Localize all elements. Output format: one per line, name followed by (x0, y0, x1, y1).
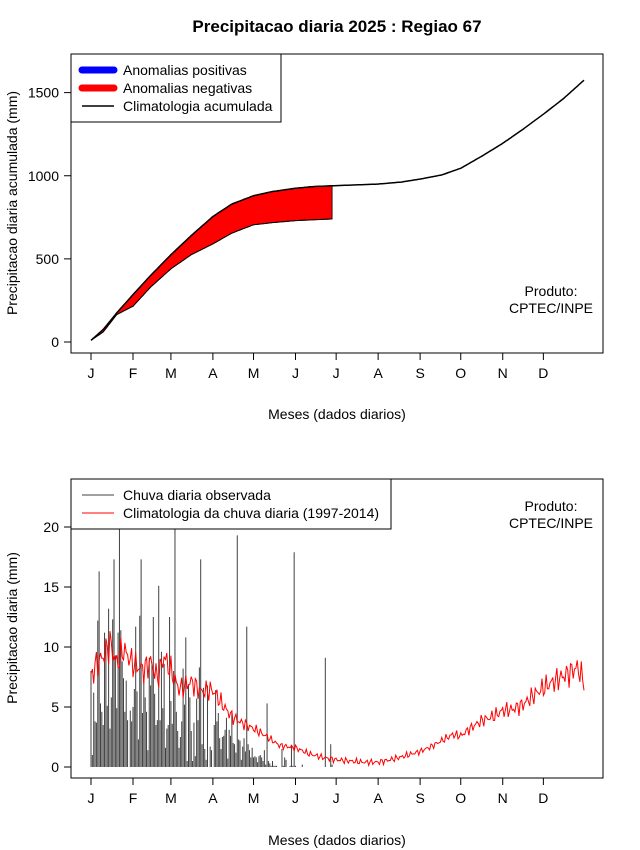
x-tick-label: F (129, 365, 138, 381)
x-tick-label: J (88, 790, 95, 806)
y-tick-label: 1500 (28, 85, 59, 101)
accumulated-precipitation-chart: J F M A M J J A S O N D 0 500 1000 1500 Meses (dados d… (4, 53, 604, 422)
daily-plot-area (90, 529, 585, 768)
legend-positive-anomaly-label: Anomalias positivas (123, 62, 247, 78)
climatology-daily-line (90, 631, 585, 768)
x-tick-label: D (538, 365, 548, 381)
x-tick-label: N (498, 790, 508, 806)
product-label: Produto: (525, 498, 578, 514)
product-source: CPTEC/INPE (509, 300, 593, 316)
y-tick-label: 15 (43, 579, 59, 595)
daily-y-axis: 0 5 10 15 20 (43, 519, 71, 775)
x-tick-label: J (333, 790, 340, 806)
x-tick-label: A (373, 790, 383, 806)
accumulated-plot-frame (70, 53, 604, 354)
x-tick-label: S (415, 365, 424, 381)
negative-anomaly-area (90, 185, 333, 341)
daily-y-axis-label: Precipitacao diaria (mm) (4, 552, 20, 704)
main-title: Precipitacao diaria 2025 : Regiao 67 (192, 17, 481, 36)
x-tick-label: M (165, 790, 177, 806)
accumulated-plot-area (90, 79, 585, 341)
accumulated-product-note: Produto: CPTEC/INPE (509, 283, 593, 316)
y-tick-label: 0 (51, 334, 59, 350)
x-tick-label: J (292, 790, 299, 806)
x-tick-label: M (165, 365, 177, 381)
x-tick-label: J (88, 365, 95, 381)
x-tick-label: O (455, 790, 466, 806)
legend-negative-anomaly-label: Anomalias negativas (123, 80, 252, 96)
daily-product-note: Produto: CPTEC/INPE (509, 498, 593, 531)
accumulated-x-axis-label: Meses (dados diarios) (268, 406, 406, 422)
y-tick-label: 5 (51, 699, 59, 715)
y-tick-label: 1000 (28, 168, 59, 184)
x-tick-label: O (455, 365, 466, 381)
x-tick-label: A (373, 365, 383, 381)
observed-cumulative-line (90, 218, 333, 341)
y-tick-label: 500 (36, 251, 60, 267)
x-tick-label: M (248, 365, 260, 381)
product-label: Produto: (525, 283, 578, 299)
x-tick-label: A (208, 790, 218, 806)
x-tick-label: A (208, 365, 218, 381)
x-tick-label: S (415, 790, 424, 806)
accumulated-y-axis: 0 500 1000 1500 (28, 85, 71, 350)
product-source: CPTEC/INPE (509, 515, 593, 531)
x-tick-label: F (129, 790, 138, 806)
x-tick-label: N (498, 365, 508, 381)
daily-precipitation-chart: J F M A M J J A S O N D 0 5 10 15 20 Meses (dados diari… (4, 478, 604, 848)
x-tick-label: M (248, 790, 260, 806)
climatology-cumulative-line (90, 79, 585, 341)
accumulated-legend: Anomalias positivas Anomalias negativas … (70, 53, 282, 123)
y-tick-label: 0 (51, 759, 59, 775)
daily-legend-box (70, 478, 392, 530)
legend-climatology-daily-label: Climatologia da chuva diaria (1997-2014) (123, 505, 379, 521)
accumulated-y-axis-label: Precipitacao diaria acumulada (mm) (4, 91, 20, 315)
y-tick-label: 20 (43, 519, 59, 535)
daily-x-axis-label: Meses (dados diarios) (268, 832, 406, 848)
x-tick-label: J (333, 365, 340, 381)
legend-observed-rain-label: Chuva diaria observada (123, 487, 271, 503)
legend-climatology-cumulative-label: Climatologia acumulada (123, 98, 273, 114)
x-tick-label: J (292, 365, 299, 381)
x-tick-label: D (538, 790, 548, 806)
y-tick-label: 10 (43, 639, 59, 655)
daily-legend: Chuva diaria observada Climatologia da c… (70, 478, 392, 530)
